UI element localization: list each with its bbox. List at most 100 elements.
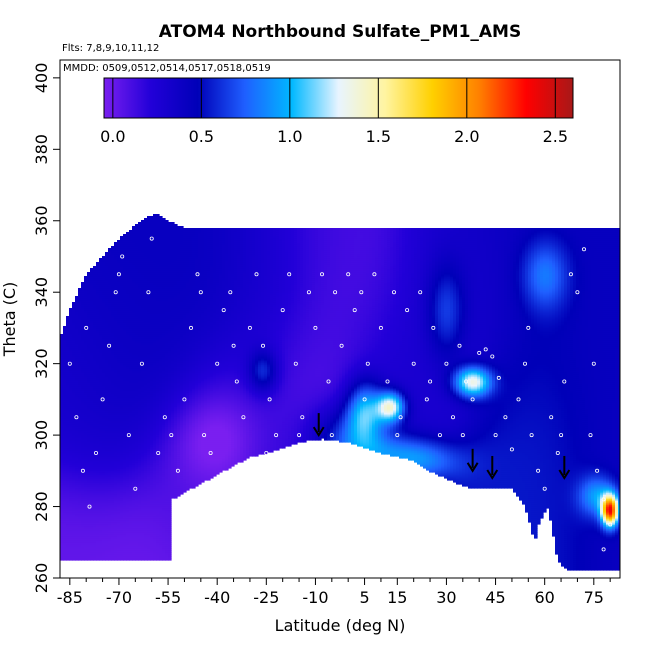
- heat-cell: [87, 304, 91, 307]
- heat-cell: [84, 282, 88, 285]
- heat-cell: [66, 372, 70, 375]
- heat-cell: [78, 368, 82, 371]
- heat-cell: [108, 364, 112, 367]
- heat-cell: [75, 410, 79, 413]
- heat-cell: [93, 284, 97, 287]
- heat-cell: [66, 490, 70, 493]
- heat-cell: [87, 406, 91, 409]
- heat-cell: [117, 380, 121, 383]
- heat-cell: [114, 426, 118, 429]
- heat-cell: [81, 284, 85, 287]
- heat-cell: [72, 470, 76, 473]
- heat-cell: [69, 390, 73, 393]
- heat-cell: [105, 356, 109, 359]
- heat-cell: [72, 436, 76, 439]
- heat-cell: [111, 248, 115, 251]
- heat-cell: [105, 404, 109, 407]
- heat-cell: [66, 556, 70, 559]
- heat-cell: [99, 500, 103, 503]
- heat-cell: [60, 522, 64, 525]
- heat-cell: [75, 532, 79, 535]
- heat-cell: [81, 358, 85, 361]
- heat-cell: [87, 492, 91, 495]
- heat-cell: [78, 290, 82, 293]
- heat-cell: [105, 552, 109, 555]
- heat-cell: [60, 418, 64, 421]
- heat-cell: [66, 354, 70, 357]
- heat-cell: [78, 356, 82, 359]
- heat-cell: [81, 498, 85, 501]
- heat-cell: [75, 384, 79, 387]
- heat-cell: [96, 358, 100, 361]
- heat-cell: [105, 290, 109, 293]
- heat-cell: [84, 484, 88, 487]
- heat-cell: [93, 316, 97, 319]
- heat-cell: [66, 366, 70, 369]
- heat-cell: [99, 540, 103, 543]
- heat-cell: [114, 444, 118, 447]
- heat-cell: [87, 554, 91, 557]
- heat-cell: [66, 494, 70, 497]
- heat-cell: [75, 556, 79, 559]
- heat-cell: [99, 370, 103, 373]
- heat-cell: [66, 424, 70, 427]
- heat-cell: [114, 358, 118, 361]
- heat-cell: [81, 288, 85, 291]
- heat-cell: [69, 478, 73, 481]
- flights-annotation: Flts: 7,8,9,10,11,12: [62, 43, 159, 54]
- heat-cell: [60, 430, 64, 433]
- heat-cell: [60, 534, 64, 537]
- heat-cell: [84, 340, 88, 343]
- heat-cell: [75, 554, 79, 557]
- heat-cell: [87, 418, 91, 421]
- heat-cell: [78, 398, 82, 401]
- heat-cell: [63, 380, 67, 383]
- heat-cell: [117, 330, 121, 333]
- heat-cell: [63, 552, 67, 555]
- heat-cell: [84, 368, 88, 371]
- heat-cell: [69, 352, 73, 355]
- heat-cell: [114, 282, 118, 285]
- heat-cell: [117, 266, 121, 269]
- heat-cell: [111, 402, 115, 405]
- heat-cell: [93, 390, 97, 393]
- heat-cell: [69, 466, 73, 469]
- heat-cell: [96, 410, 100, 413]
- heat-cell: [99, 412, 103, 415]
- heat-cell: [60, 512, 64, 515]
- heat-cell: [117, 530, 121, 533]
- heat-cell: [75, 474, 79, 477]
- heat-cell: [99, 518, 103, 521]
- heat-cell: [105, 432, 109, 435]
- heat-cell: [108, 544, 112, 547]
- heat-cell: [99, 426, 103, 429]
- heat-cell: [114, 276, 118, 279]
- heat-cell: [72, 446, 76, 449]
- heat-cell: [72, 314, 76, 317]
- heat-cell: [93, 460, 97, 463]
- heat-cell: [114, 520, 118, 523]
- heat-cell: [66, 384, 70, 387]
- heat-cell: [108, 492, 112, 495]
- heat-cell: [69, 500, 73, 503]
- heat-cell: [75, 486, 79, 489]
- heat-cell: [81, 546, 85, 549]
- heat-cell: [96, 348, 100, 351]
- heat-cell: [105, 268, 109, 271]
- heat-cell: [90, 482, 94, 485]
- heat-cell: [84, 460, 88, 463]
- heat-cell: [87, 422, 91, 425]
- heat-cell: [93, 532, 97, 535]
- heat-cell: [81, 308, 85, 311]
- heat-cell: [105, 416, 109, 419]
- heat-cell: [78, 538, 82, 541]
- heat-cell: [117, 520, 121, 523]
- heat-cell: [102, 464, 106, 467]
- heat-cell: [75, 462, 79, 465]
- heat-cell: [102, 346, 106, 349]
- heat-cell: [108, 278, 112, 281]
- heat-cell: [120, 548, 124, 551]
- heat-cell: [102, 300, 106, 303]
- heat-cell: [96, 550, 100, 553]
- heat-cell: [66, 520, 70, 523]
